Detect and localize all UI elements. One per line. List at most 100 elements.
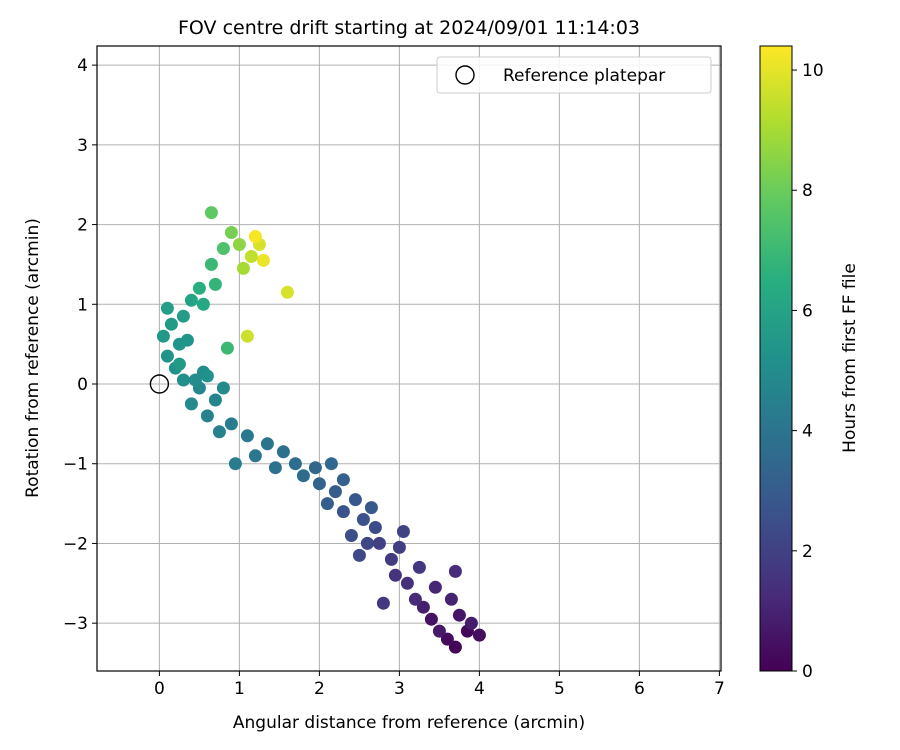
data-point xyxy=(384,552,398,566)
data-point xyxy=(376,596,390,610)
x-tick-label: 2 xyxy=(314,679,325,699)
data-point xyxy=(224,417,238,431)
colorbar-tick-label: 8 xyxy=(802,181,813,201)
data-point xyxy=(244,250,258,263)
data-point xyxy=(164,317,178,331)
data-point xyxy=(360,536,374,550)
y-axis-ticks: −3 −2 −1 0 1 2 3 4 xyxy=(63,56,97,634)
data-point xyxy=(312,477,326,491)
data-point xyxy=(368,521,382,534)
x-axis-label: Angular distance from reference (arcmin) xyxy=(233,713,585,733)
data-point xyxy=(160,301,174,315)
y-axis-label: Rotation from reference (arcmin) xyxy=(23,218,43,498)
y-tick-label: 2 xyxy=(77,216,88,236)
data-point xyxy=(344,529,358,542)
data-point xyxy=(180,333,194,347)
y-tick-label: 4 xyxy=(77,56,88,76)
data-point xyxy=(160,349,174,363)
data-point xyxy=(200,409,214,423)
data-point xyxy=(172,357,186,371)
y-tick-label: −2 xyxy=(63,534,88,554)
data-point xyxy=(188,373,202,387)
colorbar-ticks: 0 2 4 6 8 10 xyxy=(792,61,824,682)
data-point xyxy=(336,505,350,519)
data-point xyxy=(400,576,414,590)
y-tick-label: −1 xyxy=(63,455,88,475)
data-point xyxy=(268,461,282,475)
reference-platepar-marker xyxy=(149,374,170,394)
data-point xyxy=(424,612,438,626)
colorbar-tick-label: 10 xyxy=(802,61,824,81)
data-point xyxy=(280,285,294,299)
x-tick-label: 0 xyxy=(154,679,165,699)
data-point xyxy=(432,624,446,638)
data-point xyxy=(392,540,406,554)
chart-title: FOV centre drift starting at 2024/09/01 … xyxy=(178,17,640,39)
data-point xyxy=(208,393,222,407)
y-tick-label: 0 xyxy=(77,375,88,395)
x-tick-label: 3 xyxy=(394,679,405,699)
x-tick-label: 7 xyxy=(714,679,725,699)
data-point xyxy=(296,469,310,483)
data-point xyxy=(388,568,402,582)
data-point xyxy=(444,592,458,606)
data-point xyxy=(324,457,338,471)
data-point xyxy=(408,592,422,606)
data-point xyxy=(196,297,210,311)
colorbar-label: Hours from first FF file xyxy=(840,263,860,453)
data-point xyxy=(428,580,442,594)
data-point xyxy=(260,437,274,451)
legend: Reference platepar xyxy=(436,56,712,94)
data-point xyxy=(308,461,322,475)
data-point xyxy=(412,560,426,574)
data-point xyxy=(176,373,190,387)
legend-box xyxy=(436,56,712,94)
data-point xyxy=(216,242,230,255)
data-point xyxy=(348,493,362,507)
x-tick-label: 4 xyxy=(474,679,485,699)
data-point xyxy=(416,600,430,614)
colorbar-tick-label: 6 xyxy=(802,301,813,321)
data-point xyxy=(464,616,478,630)
data-point xyxy=(236,261,250,275)
data-point xyxy=(204,257,218,271)
data-point xyxy=(224,226,238,239)
data-point xyxy=(156,329,170,343)
colorbar-gradient xyxy=(759,45,793,672)
colorbar: 0 2 4 6 8 10 Hours from first FF file xyxy=(759,45,860,682)
x-tick-label: 1 xyxy=(234,679,245,699)
data-point xyxy=(208,277,222,291)
data-point xyxy=(440,632,454,646)
y-tick-label: 3 xyxy=(77,136,88,156)
data-point xyxy=(216,381,230,395)
data-point xyxy=(448,564,462,578)
data-point xyxy=(232,238,246,251)
data-point xyxy=(448,640,462,654)
data-point xyxy=(240,429,254,443)
data-point xyxy=(240,329,254,343)
x-axis-ticks: 0 1 2 3 4 5 6 7 xyxy=(154,671,725,699)
colorbar-tick-label: 4 xyxy=(802,422,813,442)
x-tick-label: 5 xyxy=(554,679,565,699)
data-point xyxy=(192,281,206,295)
data-point xyxy=(336,473,350,487)
grid xyxy=(97,46,721,671)
data-points xyxy=(149,206,486,654)
data-point xyxy=(328,485,342,499)
data-point xyxy=(364,501,378,515)
data-point xyxy=(176,309,190,323)
data-point xyxy=(256,253,270,267)
data-point xyxy=(276,445,290,459)
data-point xyxy=(352,548,366,562)
data-point xyxy=(472,628,486,642)
data-point xyxy=(200,369,214,383)
data-point xyxy=(204,206,218,220)
legend-marker-reference-platepar xyxy=(455,65,475,85)
data-point xyxy=(248,230,262,243)
legend-label-reference-platepar: Reference platepar xyxy=(503,66,665,86)
data-point xyxy=(396,525,410,538)
y-tick-label: 1 xyxy=(77,295,88,315)
data-point xyxy=(452,608,466,622)
colorbar-tick-label: 2 xyxy=(802,542,813,562)
